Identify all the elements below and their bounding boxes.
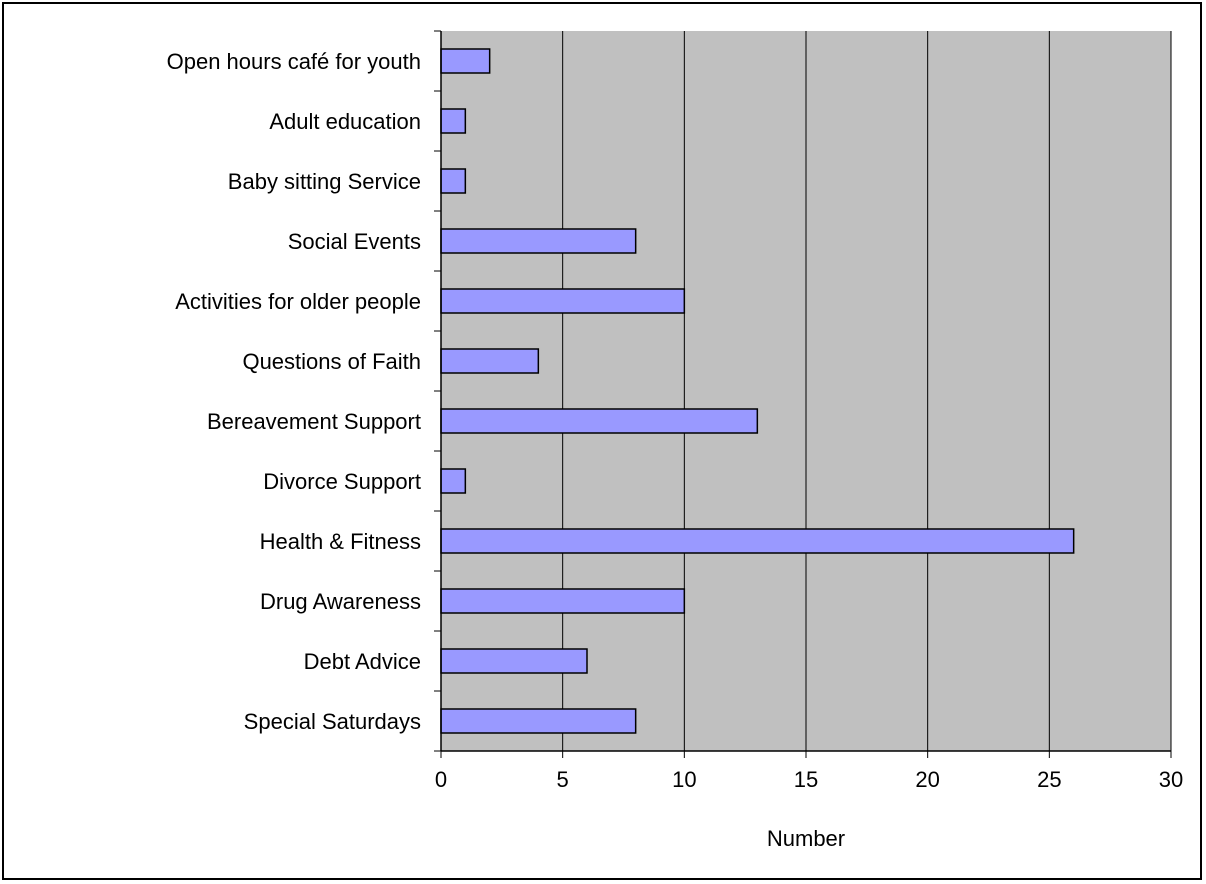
category-label: Questions of Faith [242,349,421,374]
category-label: Open hours café for youth [167,49,421,74]
bar [440,108,467,134]
category-label: Divorce Support [263,469,421,494]
bar [440,408,759,434]
bar [440,348,540,374]
x-tick-label: 15 [794,767,818,792]
x-tick-label: 25 [1037,767,1061,792]
x-tick-label: 5 [557,767,569,792]
x-tick-label: 30 [1159,767,1183,792]
category-label: Special Saturdays [244,709,421,734]
bar [440,708,637,734]
bar [440,168,467,194]
x-tick-label: 0 [435,767,447,792]
bar [440,468,467,494]
category-label: Activities for older people [175,289,421,314]
category-label: Debt Advice [304,649,421,674]
x-axis-title: Number [767,826,845,851]
category-label: Baby sitting Service [228,169,421,194]
bar [440,48,491,74]
bar [440,288,686,314]
bar [440,588,686,614]
bar [440,228,637,254]
bar [440,528,1075,554]
x-tick-labels: 0 5 10 15 20 25 30 [435,767,1183,792]
category-label: Drug Awareness [260,589,421,614]
category-label: Health & Fitness [260,529,421,554]
x-tick-label: 10 [672,767,696,792]
axes [434,30,1172,758]
bars [440,48,1075,734]
category-label: Adult education [269,109,421,134]
x-tick-label: 20 [915,767,939,792]
category-label: Bereavement Support [207,409,421,434]
gridlines [562,31,1172,751]
category-label: Social Events [288,229,421,254]
bar [440,648,588,674]
category-labels: Open hours café for youth Adult education… [167,49,421,734]
